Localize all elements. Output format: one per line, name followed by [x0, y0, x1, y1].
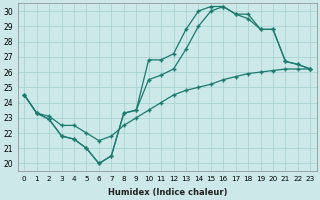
X-axis label: Humidex (Indice chaleur): Humidex (Indice chaleur) — [108, 188, 227, 197]
